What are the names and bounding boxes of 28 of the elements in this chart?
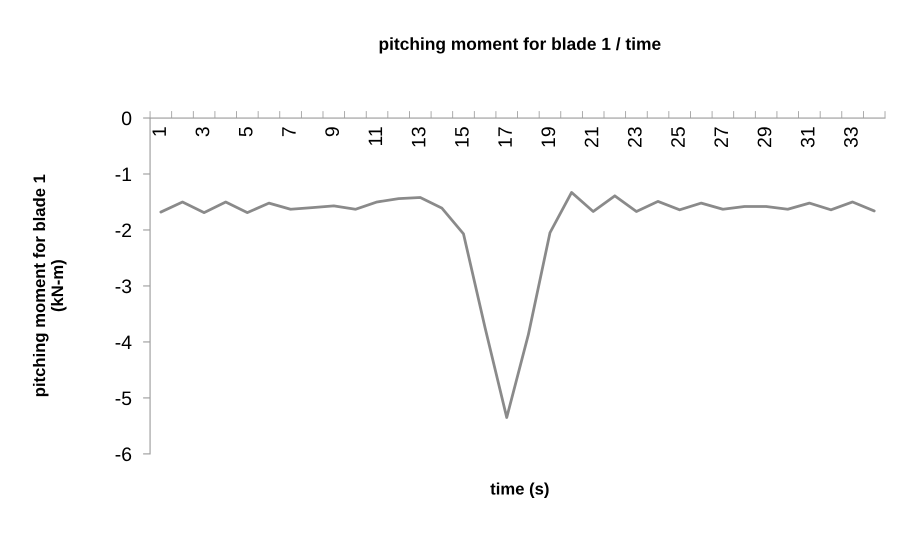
y-tick-label: -4 bbox=[116, 336, 132, 349]
x-tick-label: 27 bbox=[714, 127, 728, 147]
x-tick-label: 9 bbox=[325, 127, 340, 136]
x-tick-label: 31 bbox=[800, 127, 815, 148]
y-tick-label: 0 bbox=[122, 111, 132, 126]
x-tick-label: 19 bbox=[541, 127, 556, 146]
y-tick-label: -2 bbox=[116, 223, 132, 238]
y-tick-label: -5 bbox=[116, 392, 132, 406]
x-tick-label: 21 bbox=[584, 127, 598, 147]
chart-title: pitching moment for blade 1 / time bbox=[380, 37, 661, 54]
y-tick-label: -6 bbox=[116, 447, 132, 462]
x-tick-label: 25 bbox=[671, 127, 685, 147]
x-tick-label: 33 bbox=[844, 127, 858, 148]
x-tick-label: 1 bbox=[152, 127, 166, 136]
x-tick-label: 5 bbox=[238, 127, 253, 136]
x-tick-label: 17 bbox=[498, 127, 512, 146]
x-tick-label: 29 bbox=[758, 127, 772, 147]
x-tick-label: 3 bbox=[196, 127, 210, 136]
y-tick-label: -1 bbox=[116, 168, 132, 182]
x-tick-label: 11 bbox=[368, 127, 382, 146]
x-tick-label: 13 bbox=[412, 127, 426, 146]
x-tick-label: 7 bbox=[282, 127, 296, 136]
x-axis-title: time (s) bbox=[490, 482, 549, 498]
y-axis-title: pitching moment for blade 1 (kN-m) bbox=[32, 174, 66, 396]
y-tick-label: -3 bbox=[116, 279, 132, 294]
x-tick-label: 15 bbox=[455, 127, 469, 146]
x-tick-label: 23 bbox=[628, 127, 642, 147]
line-series bbox=[159, 191, 876, 419]
